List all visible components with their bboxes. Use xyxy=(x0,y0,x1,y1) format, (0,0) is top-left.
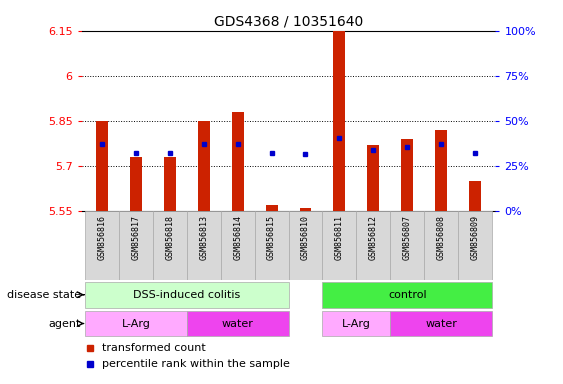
Text: GSM856808: GSM856808 xyxy=(437,215,446,260)
Text: GSM856815: GSM856815 xyxy=(267,215,276,260)
FancyBboxPatch shape xyxy=(458,211,492,280)
FancyBboxPatch shape xyxy=(85,311,187,336)
Text: GSM856807: GSM856807 xyxy=(403,215,412,260)
Text: transformed count: transformed count xyxy=(102,343,206,353)
Bar xyxy=(368,145,379,211)
Text: L-Arg: L-Arg xyxy=(122,318,150,329)
FancyBboxPatch shape xyxy=(323,282,492,308)
Text: DSS-induced colitis: DSS-induced colitis xyxy=(133,290,240,300)
Text: GSM856816: GSM856816 xyxy=(97,215,106,260)
FancyBboxPatch shape xyxy=(323,311,390,336)
Text: GSM856818: GSM856818 xyxy=(166,215,175,260)
Bar xyxy=(232,112,244,211)
FancyBboxPatch shape xyxy=(119,211,153,280)
Text: water: water xyxy=(222,318,253,329)
Text: control: control xyxy=(388,290,427,300)
Bar xyxy=(96,121,108,211)
Text: agent: agent xyxy=(48,318,81,329)
FancyBboxPatch shape xyxy=(187,211,221,280)
FancyBboxPatch shape xyxy=(289,211,323,280)
FancyBboxPatch shape xyxy=(221,211,254,280)
Text: GSM856817: GSM856817 xyxy=(131,215,140,260)
Bar xyxy=(164,157,176,211)
Text: disease state: disease state xyxy=(7,290,81,300)
Text: GSM856810: GSM856810 xyxy=(301,215,310,260)
Text: GSM856809: GSM856809 xyxy=(471,215,480,260)
Bar xyxy=(435,130,447,211)
FancyBboxPatch shape xyxy=(390,311,492,336)
FancyBboxPatch shape xyxy=(85,282,289,308)
Bar xyxy=(300,208,311,211)
Bar xyxy=(266,205,278,211)
FancyBboxPatch shape xyxy=(254,211,289,280)
Text: GSM856814: GSM856814 xyxy=(233,215,242,260)
Text: GSM856813: GSM856813 xyxy=(199,215,208,260)
FancyBboxPatch shape xyxy=(390,211,424,280)
FancyBboxPatch shape xyxy=(153,211,187,280)
FancyBboxPatch shape xyxy=(424,211,458,280)
Bar xyxy=(469,181,481,211)
FancyBboxPatch shape xyxy=(356,211,390,280)
FancyBboxPatch shape xyxy=(323,211,356,280)
Title: GDS4368 / 10351640: GDS4368 / 10351640 xyxy=(214,14,363,28)
Text: water: water xyxy=(425,318,457,329)
Text: GSM856811: GSM856811 xyxy=(335,215,344,260)
Bar xyxy=(333,31,345,211)
Text: percentile rank within the sample: percentile rank within the sample xyxy=(102,359,290,369)
Bar xyxy=(130,157,142,211)
Text: L-Arg: L-Arg xyxy=(342,318,371,329)
Text: GSM856812: GSM856812 xyxy=(369,215,378,260)
FancyBboxPatch shape xyxy=(187,311,289,336)
FancyBboxPatch shape xyxy=(85,211,119,280)
Bar xyxy=(401,139,413,211)
Bar xyxy=(198,121,209,211)
